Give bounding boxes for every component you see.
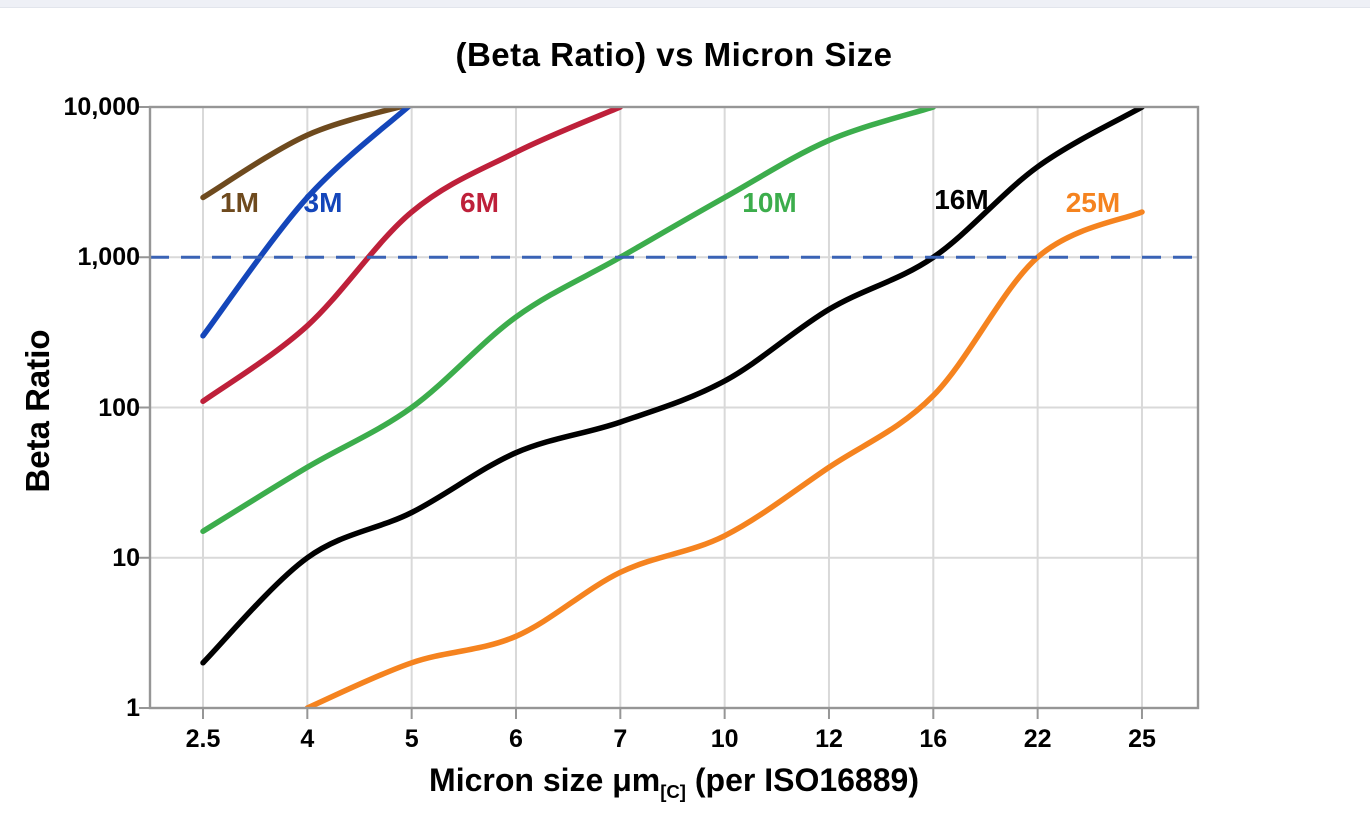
chart-title: (Beta Ratio) vs Micron Size bbox=[455, 36, 893, 73]
series-label-16M: 16M bbox=[934, 184, 989, 216]
x-tick-label-7: 7 bbox=[613, 725, 628, 753]
x-tick-label-4: 4 bbox=[300, 725, 315, 753]
curve-1M bbox=[200, 107, 411, 201]
y-tick-label-1: 1 bbox=[126, 694, 140, 722]
curve-3M bbox=[200, 107, 413, 339]
x-tick-label-5: 5 bbox=[404, 725, 419, 753]
x-tick-label-2.5: 2.5 bbox=[185, 725, 221, 753]
y-tick-label-10,000: 10,000 bbox=[63, 93, 140, 121]
curve-25M bbox=[304, 209, 1145, 708]
top-strip bbox=[0, 0, 1370, 8]
series-label-25M: 25M bbox=[1065, 186, 1121, 218]
x-axis-title-suffix: (per ISO16889) bbox=[685, 762, 919, 798]
x-axis-title-subscript: [C] bbox=[660, 781, 686, 803]
y-tick-label-100: 100 bbox=[98, 393, 140, 422]
x-tick-label-16: 16 bbox=[919, 725, 948, 753]
curve-10M bbox=[200, 107, 937, 535]
series-label-10M: 10M bbox=[742, 186, 797, 218]
y-tick-label-10: 10 bbox=[112, 543, 140, 572]
x-tick-label-12: 12 bbox=[815, 725, 843, 753]
x-axis-title: Micron size μm[C] (per ISO16889) bbox=[150, 762, 1198, 803]
x-tick-label-6: 6 bbox=[509, 725, 523, 753]
x-tick-label-22: 22 bbox=[1023, 725, 1052, 753]
x-axis-title-text: Micron size μm bbox=[429, 762, 661, 798]
x-tick-label-25: 25 bbox=[1128, 725, 1156, 753]
series-label-1M: 1M bbox=[220, 186, 259, 218]
plot-border bbox=[148, 105, 1200, 710]
series-label-3M: 3M bbox=[303, 186, 343, 218]
curve-6M bbox=[200, 107, 624, 405]
x-tick-label-10: 10 bbox=[710, 725, 739, 753]
y-tick-label-1,000: 1,000 bbox=[77, 243, 140, 272]
curve-16M bbox=[200, 107, 1145, 666]
series-label-6M: 6M bbox=[460, 186, 499, 218]
